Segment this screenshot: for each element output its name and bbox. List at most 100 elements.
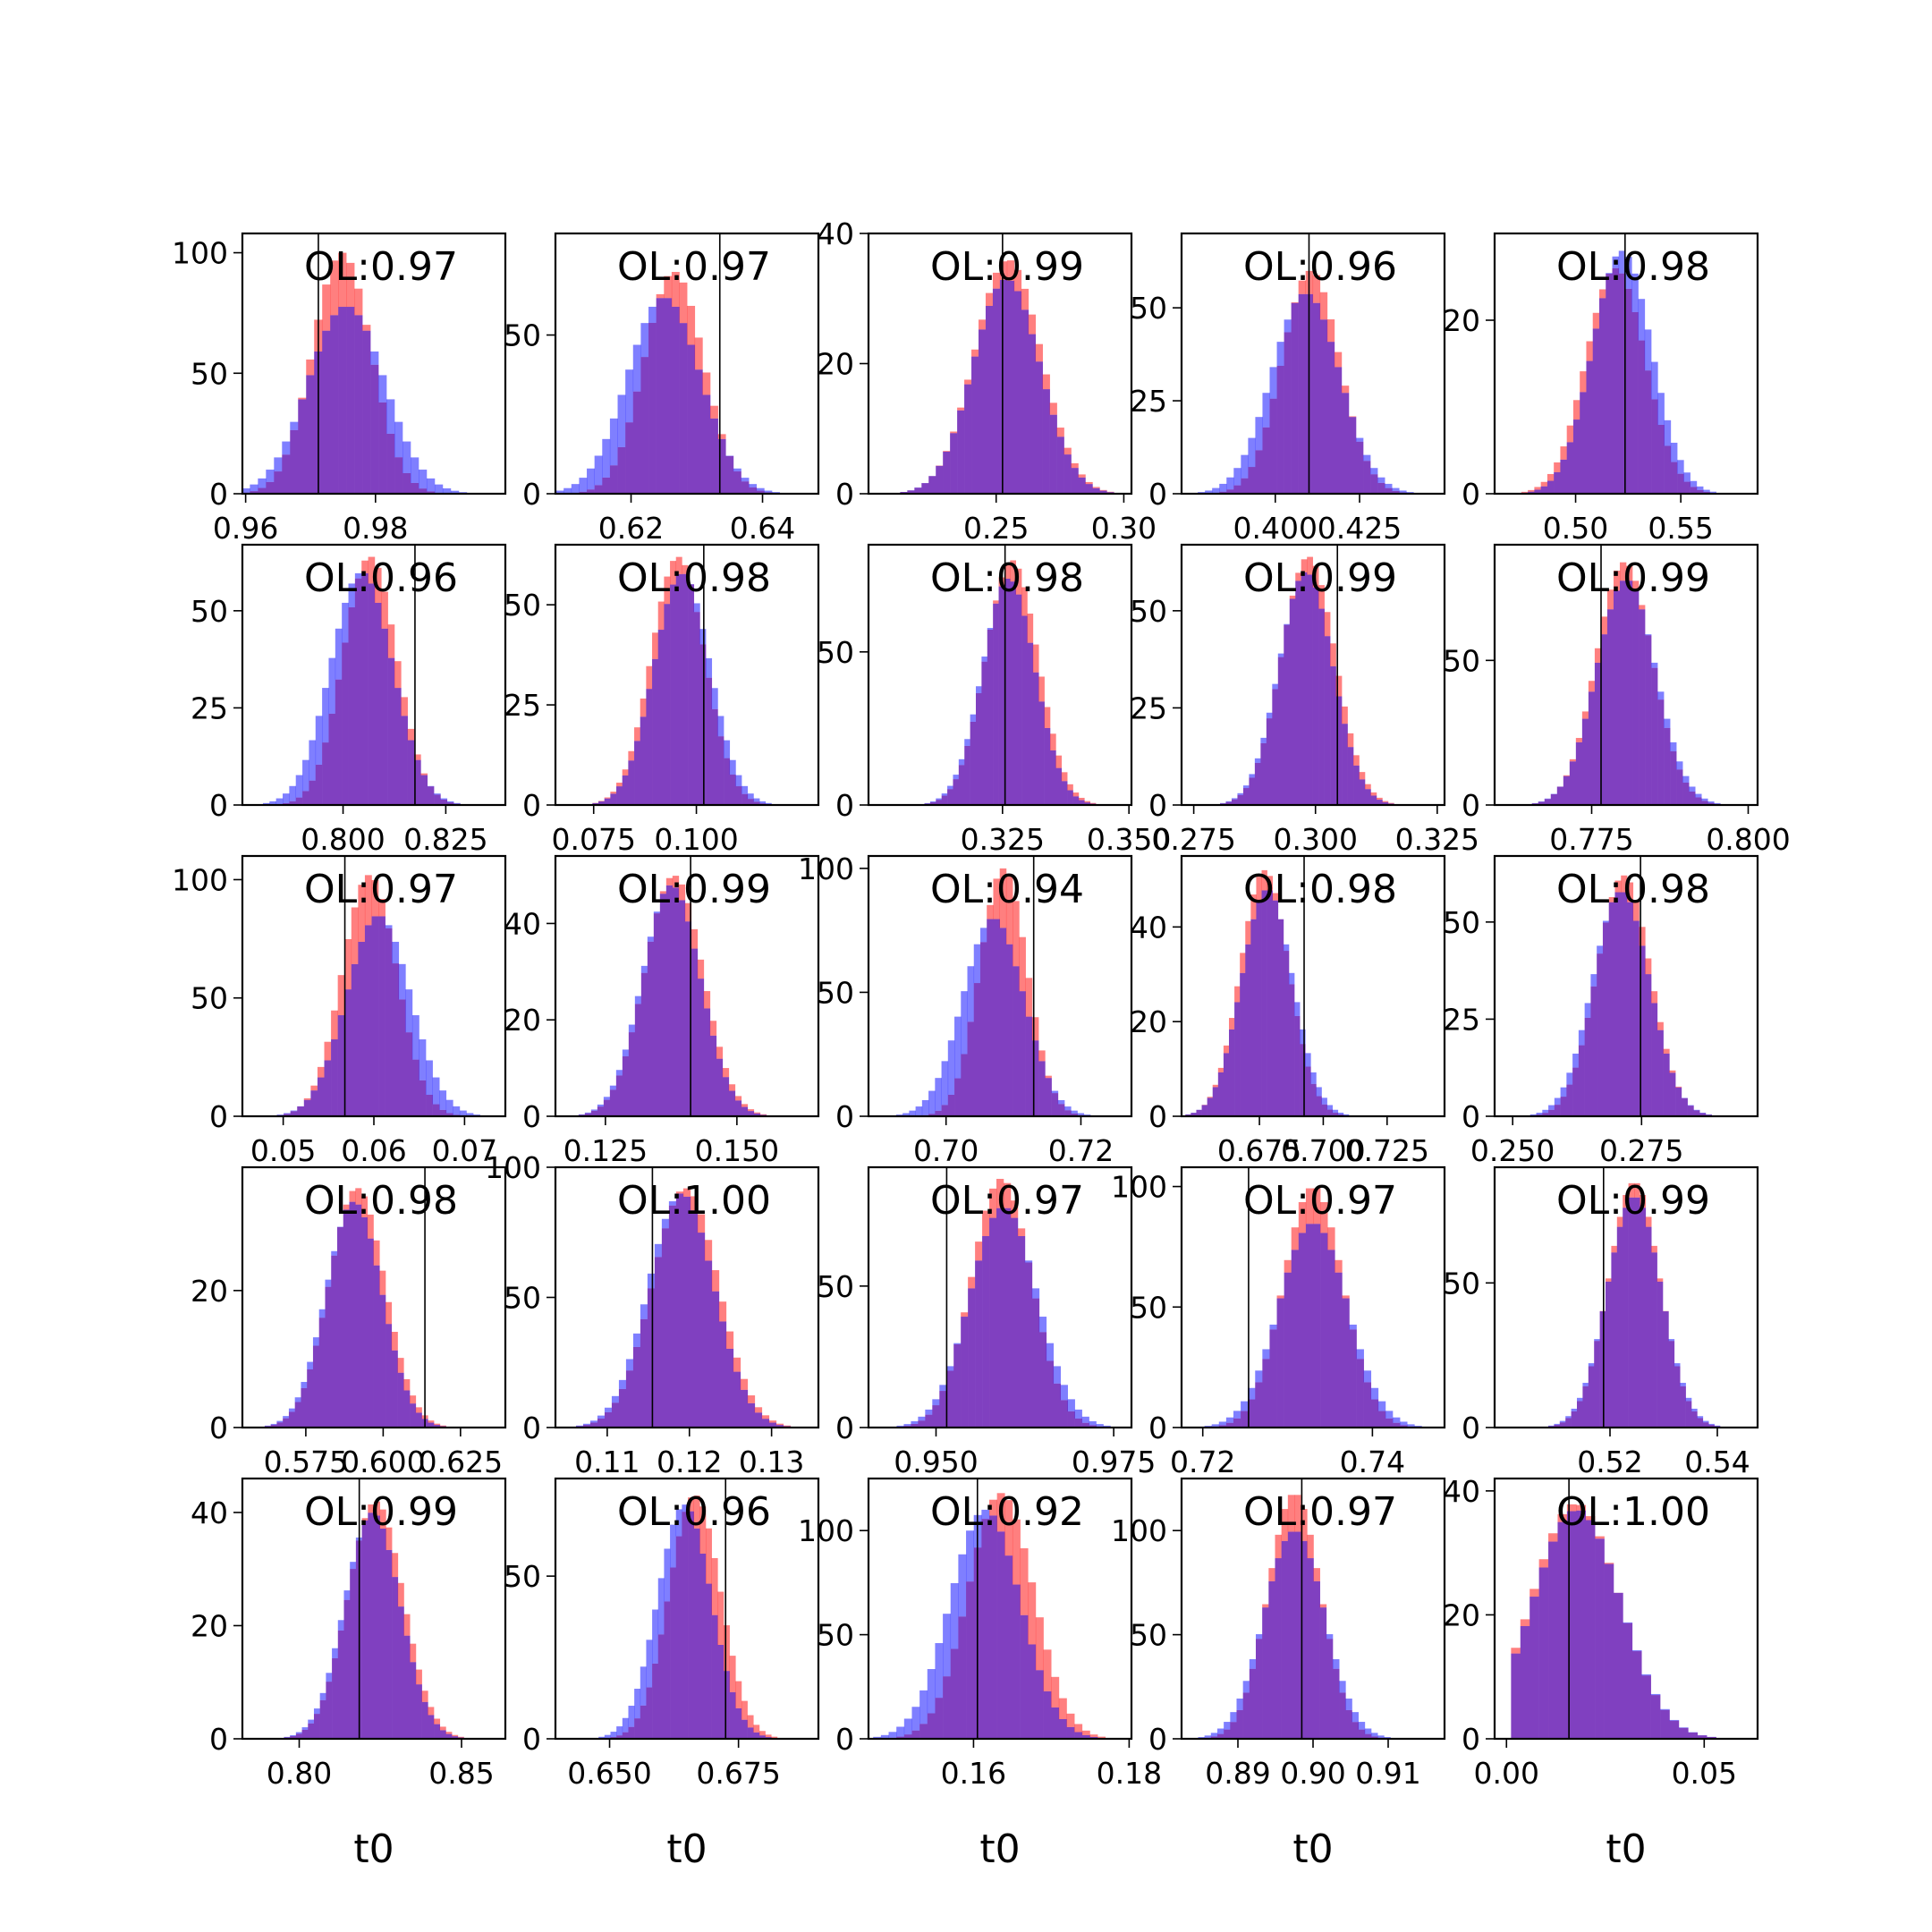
overlap-bar: [717, 736, 724, 805]
series-a-bar: [1621, 875, 1628, 893]
series-a-bar: [330, 260, 339, 316]
series-a-bar: [1585, 1516, 1596, 1521]
series-b-bar: [1249, 1658, 1257, 1669]
overlap-bar: [1228, 1029, 1235, 1116]
series-a-bar: [1275, 1534, 1282, 1559]
x-tick-label: 0.600: [341, 1445, 425, 1479]
overlap-bar: [1255, 1639, 1263, 1739]
series-b-bar: [668, 1201, 677, 1206]
x-tick-label: 0.55: [1648, 511, 1713, 546]
series-b-bar: [1645, 634, 1652, 636]
overlap-bar: [1528, 491, 1535, 494]
overlap-bar: [1556, 786, 1564, 805]
overlap-bar: [1010, 1217, 1019, 1428]
series-a-bar: [1312, 565, 1319, 588]
overlap-bar: [373, 1265, 380, 1428]
series-a-bar: [711, 1557, 718, 1615]
series-b-bar: [318, 1309, 326, 1318]
series-a-bar: [439, 1425, 446, 1427]
series-b-bar: [1269, 367, 1277, 399]
series-b-bar: [640, 965, 648, 973]
overlap-bar: [993, 919, 1000, 1116]
x-tick-label: 0.425: [1318, 511, 1402, 546]
series-b-bar: [970, 714, 977, 722]
overlap-bar: [597, 1106, 605, 1116]
overlap-annotation: OL:0.97: [1243, 1178, 1397, 1224]
overlap-annotation: OL:0.99: [617, 867, 771, 912]
series-b-bar: [928, 1090, 936, 1114]
y-tick-label: 0: [209, 1099, 228, 1134]
series-b-bar: [966, 1530, 974, 1582]
y-tick-label: 0: [835, 1722, 854, 1757]
overlap-annotation: OL:0.99: [930, 244, 1084, 290]
series-a-bar: [381, 591, 388, 629]
series-b-bar: [640, 1304, 648, 1319]
overlap-bar: [664, 298, 673, 494]
overlap-bar: [1688, 1732, 1699, 1739]
overlap-annotation: OL:0.96: [304, 555, 458, 601]
series-b-bar: [1364, 1728, 1372, 1734]
series-a-bar: [1261, 869, 1267, 891]
overlap-bar: [1085, 484, 1093, 494]
overlap-bar: [740, 1389, 749, 1428]
series-b-bar: [1260, 737, 1267, 743]
series-a-bar: [678, 884, 686, 901]
y-tick-label: 50: [504, 588, 541, 623]
overlap-bar: [1063, 454, 1072, 494]
overlap-bar: [1657, 1030, 1664, 1116]
overlap-bar: [999, 279, 1008, 494]
series-b-bar: [1224, 1722, 1231, 1730]
overlap-bar: [324, 1060, 332, 1116]
series-b-bar: [434, 793, 441, 795]
overlap-bar: [697, 1233, 706, 1428]
x-tick-label: 0.11: [574, 1445, 640, 1479]
overlap-bar: [1392, 490, 1400, 494]
series-a-bar: [1025, 978, 1033, 1017]
series-b-bar: [625, 1359, 634, 1371]
overlap-bar: [987, 919, 994, 1116]
overlap-bar: [996, 1208, 1004, 1428]
series-a-bar: [659, 891, 667, 894]
series-a-bar: [1245, 920, 1251, 945]
series-a-bar: [1021, 587, 1028, 616]
series-b-bar: [756, 487, 765, 491]
overlap-bar: [1663, 1053, 1670, 1116]
overlap-bar: [1554, 1105, 1561, 1116]
overlap-bar: [610, 793, 617, 805]
overlap-bar: [747, 1727, 754, 1739]
overlap-bar: [1024, 1262, 1033, 1428]
overlap-bar: [1356, 1359, 1364, 1428]
series-b-bar: [1345, 1699, 1352, 1710]
overlap-bar: [678, 900, 686, 1116]
series-b-bar: [1294, 1002, 1301, 1016]
series-a-bar: [1576, 1504, 1587, 1511]
overlap-bar: [358, 941, 366, 1116]
x-tick-label: 0.400: [1233, 511, 1318, 546]
series-a-bar: [1528, 489, 1535, 492]
series-b-bar: [896, 1726, 905, 1737]
series-a-bar: [401, 697, 408, 716]
series-a-bar: [349, 1191, 356, 1202]
series-b-bar: [646, 1640, 653, 1688]
series-a-bar: [1307, 1534, 1314, 1559]
series-b-bar: [1385, 483, 1393, 488]
overlap-bar: [911, 1423, 919, 1428]
overlap-bar: [1324, 636, 1331, 805]
series-a-bar: [1364, 784, 1371, 790]
y-tick-label: 100: [1111, 1170, 1167, 1205]
histogram-bars: [1531, 562, 1721, 805]
overlap-bar: [364, 925, 372, 1116]
overlap-bar: [1678, 1727, 1689, 1739]
series-b-bar: [747, 793, 754, 800]
series-b-bar: [411, 1015, 419, 1060]
series-a-bar: [1335, 675, 1343, 697]
overlap-bar: [1017, 1235, 1026, 1428]
overlap-bar: [675, 1536, 682, 1739]
overlap-bar: [594, 485, 603, 494]
overlap-bar: [1619, 580, 1627, 805]
series-a-bar: [672, 876, 680, 888]
series-b-bar: [1284, 319, 1292, 333]
overlap-bar: [1602, 922, 1610, 1116]
series-a-bar: [718, 1301, 727, 1322]
